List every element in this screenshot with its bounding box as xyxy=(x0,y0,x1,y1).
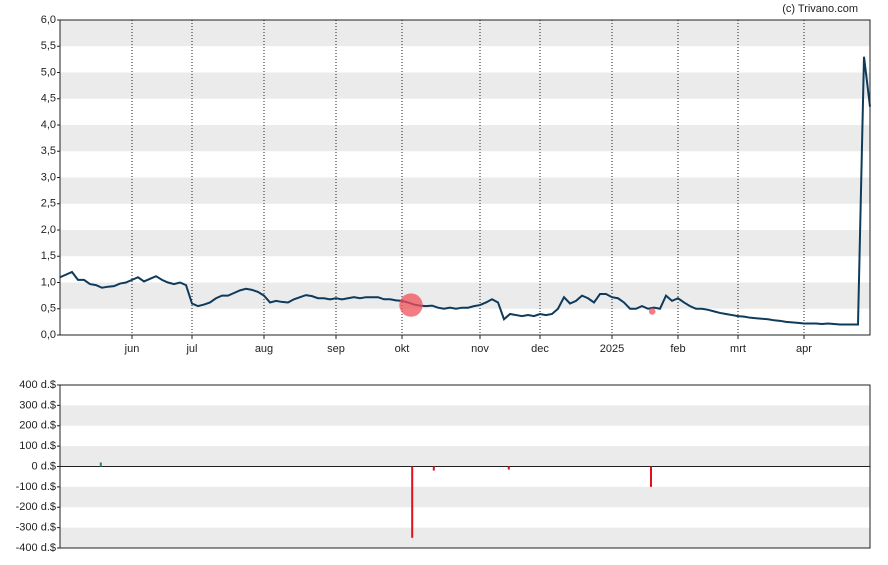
x-tick-label: sep xyxy=(327,343,345,355)
plot-frame xyxy=(59,384,871,549)
price-line xyxy=(59,56,871,326)
grid-band xyxy=(60,125,870,152)
y-tick-label: 4,5 xyxy=(41,93,56,105)
y-tick-label: 300 d.$ xyxy=(19,399,56,411)
grid-band xyxy=(60,177,870,204)
grid-band xyxy=(60,486,870,508)
x-tick-label: dec xyxy=(531,343,549,355)
x-tick-label: jun xyxy=(124,343,140,355)
source: (c) Trivano.com xyxy=(782,3,858,15)
grid-band xyxy=(60,446,870,467)
x-tick-label: jul xyxy=(185,343,197,355)
y-tick-label: 1,0 xyxy=(41,276,56,288)
grid-band xyxy=(60,282,870,309)
trade-marker xyxy=(648,308,656,315)
y-tick-label: 3,5 xyxy=(41,145,56,157)
y-tick-label: 2,5 xyxy=(41,198,56,210)
x-tick-label: nov xyxy=(471,343,489,355)
grid-band xyxy=(60,230,870,257)
grid-band xyxy=(60,405,870,426)
y-tick-label: -100 d.$ xyxy=(16,481,56,493)
y-tick-label: 5,5 xyxy=(41,40,56,52)
y-tick-label: 400 d.$ xyxy=(19,379,56,391)
grid-band xyxy=(60,527,870,548)
y-tick-label: 3,0 xyxy=(41,171,56,183)
x-tick-label: 2025 xyxy=(600,343,624,355)
y-tick-label: 200 d.$ xyxy=(19,420,56,432)
y-tick-label: 100 d.$ xyxy=(19,440,56,452)
bar xyxy=(99,462,102,467)
x-tick-label: okt xyxy=(395,343,410,355)
plot-frame xyxy=(59,19,871,336)
bar xyxy=(507,466,510,470)
y-tick-label: 0 d.$ xyxy=(32,460,56,472)
bar xyxy=(650,466,652,487)
grid-band xyxy=(60,20,870,47)
trade-marker xyxy=(399,293,423,317)
y-tick-label: 4,0 xyxy=(41,119,56,131)
x-tick-label: apr xyxy=(796,343,812,355)
x-tick-label: mrt xyxy=(730,343,746,355)
bar xyxy=(432,466,435,471)
y-tick-label: 0,0 xyxy=(41,329,56,341)
y-tick-label: 5,0 xyxy=(41,66,56,78)
y-tick-label: 1,5 xyxy=(41,250,56,262)
x-tick-label: feb xyxy=(670,343,685,355)
y-tick-label: 2,0 xyxy=(41,224,56,236)
y-tick-label: -200 d.$ xyxy=(16,501,56,513)
y-tick-label: 0,5 xyxy=(41,303,56,315)
y-tick-label: -400 d.$ xyxy=(16,542,56,554)
y-tick-label: -300 d.$ xyxy=(16,522,56,534)
grid-band xyxy=(60,72,870,99)
y-tick-label: 6,0 xyxy=(41,14,56,26)
x-tick-label: aug xyxy=(255,343,273,355)
bar xyxy=(411,466,414,538)
